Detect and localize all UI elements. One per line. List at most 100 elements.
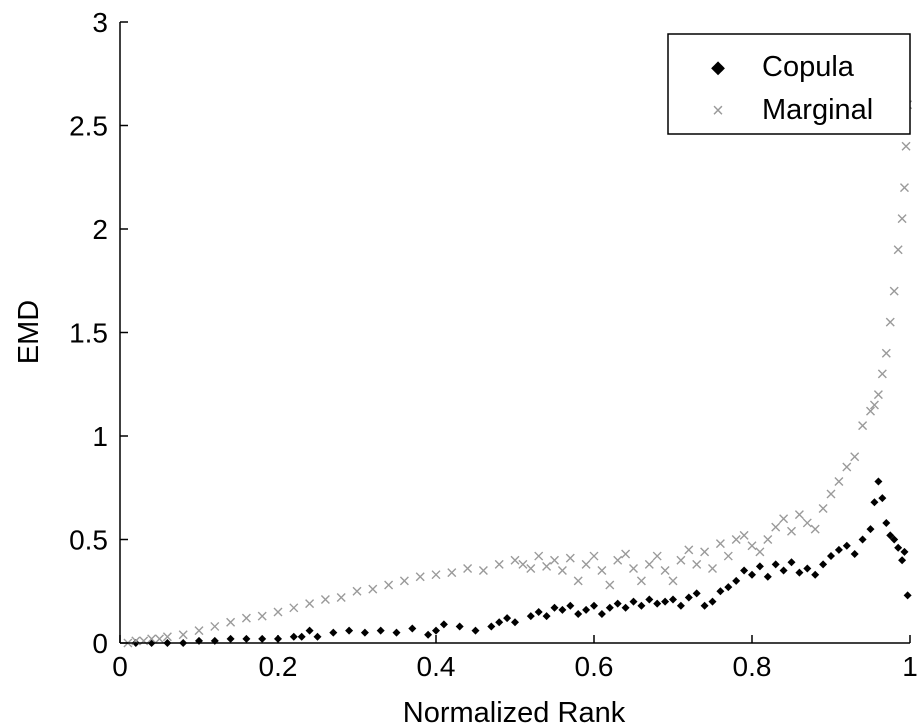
marginal-point xyxy=(273,607,283,617)
copula-point xyxy=(850,549,859,558)
marginal-point xyxy=(581,559,591,569)
copula-point xyxy=(755,562,764,571)
x-tick-label: 1 xyxy=(902,651,917,682)
copula-point xyxy=(242,634,251,643)
series-marginal xyxy=(123,100,913,648)
copula-point xyxy=(878,494,887,503)
copula-point xyxy=(455,622,464,631)
copula-point xyxy=(870,498,879,507)
copula-point xyxy=(684,593,693,602)
marginal-point xyxy=(226,617,236,627)
marginal-point xyxy=(178,630,188,640)
marginal-point xyxy=(897,214,907,224)
copula-point xyxy=(511,618,519,627)
marginal-point xyxy=(779,514,789,524)
copula-point xyxy=(566,601,575,610)
copula-point xyxy=(392,628,401,637)
marginal-point xyxy=(447,568,457,578)
x-tick-label: 0.4 xyxy=(417,651,456,682)
marginal-point xyxy=(810,524,820,534)
marginal-point xyxy=(660,566,670,576)
copula-point xyxy=(886,531,895,540)
series-copula xyxy=(131,477,912,647)
marginal-point xyxy=(336,592,346,602)
copula-point xyxy=(900,547,909,556)
marginal-point xyxy=(747,541,757,551)
marginal-point xyxy=(850,452,860,462)
copula-point xyxy=(558,605,567,614)
marginal-point xyxy=(899,183,909,193)
y-tick-label: 3 xyxy=(92,7,108,38)
marginal-point xyxy=(589,551,599,561)
copula-point xyxy=(653,599,662,608)
x-tick-label: 0 xyxy=(112,651,128,682)
marginal-point xyxy=(557,566,567,576)
copula-point xyxy=(771,560,780,569)
marginal-point xyxy=(889,286,899,296)
marginal-point xyxy=(644,559,654,569)
axes: 0 0.2 0.4 0.6 0.8 1 0 0.5 1 1.5 2 2.5 3 xyxy=(69,7,917,682)
copula-point xyxy=(637,601,646,610)
copula-point xyxy=(645,595,654,604)
y-tick-label: 0.5 xyxy=(69,525,108,556)
marginal-point xyxy=(873,390,883,400)
marginal-point xyxy=(289,603,299,613)
y-tick-label: 2 xyxy=(92,214,108,245)
copula-point xyxy=(258,634,267,643)
copula-point xyxy=(834,545,843,554)
copula-point xyxy=(803,564,812,573)
copula-point xyxy=(424,630,433,639)
marginal-point xyxy=(866,406,875,416)
marginal-point xyxy=(885,317,895,327)
copula-point xyxy=(811,570,820,579)
marginal-point xyxy=(763,535,773,544)
copula-point xyxy=(890,535,899,544)
copula-point xyxy=(661,597,670,606)
marginal-point xyxy=(723,551,733,561)
y-tick-label: 0 xyxy=(92,628,108,659)
copula-point xyxy=(305,626,314,635)
copula-point xyxy=(329,628,338,637)
marginal-point xyxy=(842,462,852,472)
marginal-point xyxy=(877,369,887,379)
copula-point xyxy=(495,618,504,627)
marginal-point xyxy=(257,611,267,621)
legend-marker-copula: ◆ xyxy=(711,57,725,77)
copula-point xyxy=(732,576,741,585)
copula-point xyxy=(748,570,756,579)
marginal-point xyxy=(771,522,781,532)
copula-point xyxy=(827,552,835,561)
marginal-point xyxy=(787,526,796,536)
marginal-point xyxy=(368,584,378,594)
marginal-point xyxy=(463,563,473,573)
marginal-point xyxy=(826,489,836,499)
copula-point xyxy=(894,543,903,552)
copula-point xyxy=(866,525,875,534)
y-tick-label: 2.5 xyxy=(69,111,108,142)
marginal-point xyxy=(597,566,607,576)
marginal-point xyxy=(668,576,678,586)
copula-point xyxy=(842,541,851,550)
marginal-point xyxy=(352,586,362,596)
copula-point xyxy=(787,558,796,567)
copula-point xyxy=(542,612,551,621)
marginal-point xyxy=(802,518,812,528)
copula-point xyxy=(724,583,733,592)
marginal-point xyxy=(692,559,702,569)
marginal-point xyxy=(305,599,315,609)
copula-point xyxy=(819,560,828,569)
copula-point xyxy=(858,535,867,544)
marginal-point xyxy=(162,632,172,642)
plot-area xyxy=(123,100,913,648)
legend-box xyxy=(667,33,911,135)
marginal-point xyxy=(794,510,804,520)
marginal-point xyxy=(510,555,520,565)
marginal-point xyxy=(684,545,694,555)
marginal-point xyxy=(708,563,717,573)
marginal-point xyxy=(834,477,844,487)
marginal-point xyxy=(621,549,631,559)
marginal-point xyxy=(550,555,559,565)
copula-point xyxy=(763,572,772,581)
copula-point xyxy=(376,626,385,635)
